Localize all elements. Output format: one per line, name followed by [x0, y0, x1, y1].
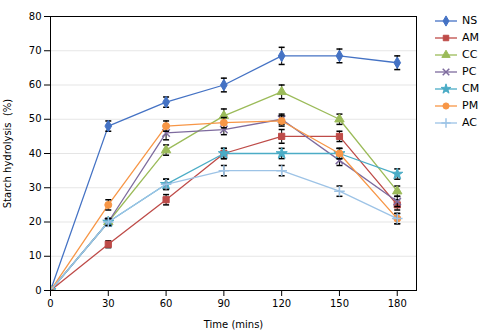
svg-text:0: 0 [47, 298, 53, 309]
html-text:PC: PC [462, 65, 477, 78]
html-text:CC: CC [462, 48, 478, 61]
svg-text:30: 30 [102, 298, 115, 309]
svg-text:90: 90 [218, 298, 231, 309]
svg-text:50: 50 [29, 113, 42, 124]
svg-text:150: 150 [330, 298, 349, 309]
svg-text:30: 30 [29, 182, 42, 193]
svg-text:Starch hydrolysis (%): Starch hydrolysis (%) [2, 99, 13, 209]
html-text:AM: AM [462, 31, 479, 44]
svg-text:80: 80 [29, 11, 42, 22]
svg-text:0: 0 [35, 285, 41, 296]
svg-text:20: 20 [29, 216, 42, 227]
svg-text:10: 10 [29, 250, 42, 261]
svg-text:180: 180 [388, 298, 407, 309]
svg-text:70: 70 [29, 45, 42, 56]
svg-text:40: 40 [29, 148, 42, 159]
html-text:CM: CM [462, 82, 480, 95]
svg-text:Time (mins): Time (mins) [203, 319, 264, 330]
svg-text:120: 120 [272, 298, 291, 309]
svg-text:60: 60 [160, 298, 173, 309]
html-text:PM: PM [462, 99, 479, 112]
svg-text:60: 60 [29, 79, 42, 90]
html-text:NS: NS [462, 14, 478, 27]
html-text:AC: AC [462, 116, 477, 129]
